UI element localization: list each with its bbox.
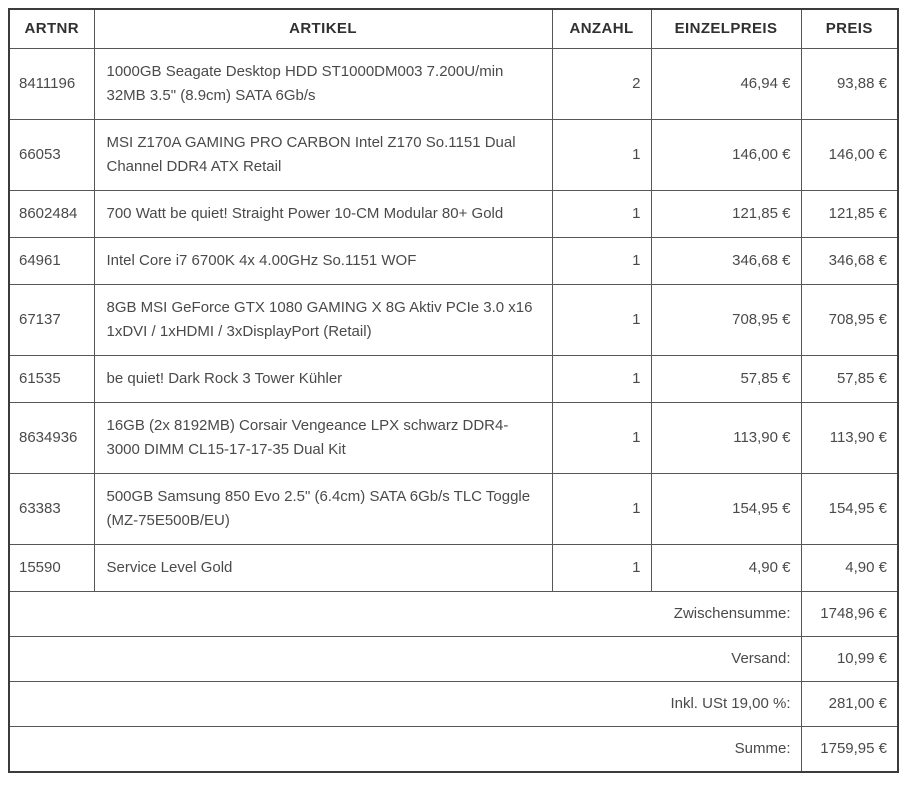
table-row: 8602484 700 Watt be quiet! Straight Powe…: [8, 190, 899, 238]
table-header-row: ARTNR ARTIKEL ANZAHL EINZELPREIS PREIS: [8, 8, 899, 49]
summary-value: 10,99 €: [800, 636, 899, 682]
table-row: 15590 Service Level Gold 1 4,90 € 4,90 €: [8, 544, 899, 592]
cell-artikel: 500GB Samsung 850 Evo 2.5" (6.4cm) SATA …: [93, 473, 553, 545]
cell-einzelpreis: 113,90 €: [650, 402, 802, 474]
cell-einzelpreis: 346,68 €: [650, 237, 802, 285]
cell-artikel: MSI Z170A GAMING PRO CARBON Intel Z170 S…: [93, 119, 553, 191]
table-row: 63383 500GB Samsung 850 Evo 2.5" (6.4cm)…: [8, 473, 899, 545]
cell-artnr: 64961: [8, 237, 95, 285]
table-row: 67137 8GB MSI GeForce GTX 1080 GAMING X …: [8, 284, 899, 356]
cell-artnr: 8411196: [8, 48, 95, 120]
summary-label: Summe:: [8, 726, 802, 773]
column-header-artikel: ARTIKEL: [93, 8, 553, 49]
cell-artnr: 66053: [8, 119, 95, 191]
column-header-anzahl: ANZAHL: [551, 8, 652, 49]
cell-einzelpreis: 154,95 €: [650, 473, 802, 545]
cell-anzahl: 1: [551, 190, 652, 238]
summary-row-tax: Inkl. USt 19,00 %: 281,00 €: [8, 681, 899, 727]
cell-einzelpreis: 57,85 €: [650, 355, 802, 403]
cell-anzahl: 1: [551, 544, 652, 592]
cell-einzelpreis: 121,85 €: [650, 190, 802, 238]
cell-anzahl: 1: [551, 284, 652, 356]
cell-preis: 346,68 €: [800, 237, 899, 285]
order-items-table: ARTNR ARTIKEL ANZAHL EINZELPREIS PREIS 8…: [8, 8, 899, 773]
order-summary-page: ARTNR ARTIKEL ANZAHL EINZELPREIS PREIS 8…: [8, 8, 899, 773]
cell-artikel: be quiet! Dark Rock 3 Tower Kühler: [93, 355, 553, 403]
cell-artikel: 16GB (2x 8192MB) Corsair Vengeance LPX s…: [93, 402, 553, 474]
cell-preis: 146,00 €: [800, 119, 899, 191]
column-header-preis: PREIS: [800, 8, 899, 49]
cell-einzelpreis: 146,00 €: [650, 119, 802, 191]
cell-anzahl: 2: [551, 48, 652, 120]
cell-artnr: 8634936: [8, 402, 95, 474]
cell-artnr: 61535: [8, 355, 95, 403]
cell-anzahl: 1: [551, 473, 652, 545]
cell-artikel: 8GB MSI GeForce GTX 1080 GAMING X 8G Akt…: [93, 284, 553, 356]
cell-preis: 57,85 €: [800, 355, 899, 403]
table-row: 64961 Intel Core i7 6700K 4x 4.00GHz So.…: [8, 237, 899, 285]
cell-preis: 708,95 €: [800, 284, 899, 356]
cell-artnr: 67137: [8, 284, 95, 356]
column-header-artnr: ARTNR: [8, 8, 95, 49]
summary-row-subtotal: Zwischensumme: 1748,96 €: [8, 591, 899, 637]
summary-label: Versand:: [8, 636, 802, 682]
cell-preis: 4,90 €: [800, 544, 899, 592]
cell-preis: 93,88 €: [800, 48, 899, 120]
table-row: 66053 MSI Z170A GAMING PRO CARBON Intel …: [8, 119, 899, 191]
cell-preis: 121,85 €: [800, 190, 899, 238]
cell-anzahl: 1: [551, 119, 652, 191]
table-row: 61535 be quiet! Dark Rock 3 Tower Kühler…: [8, 355, 899, 403]
cell-artikel: Intel Core i7 6700K 4x 4.00GHz So.1151 W…: [93, 237, 553, 285]
summary-row-shipping: Versand: 10,99 €: [8, 636, 899, 682]
summary-label: Inkl. USt 19,00 %:: [8, 681, 802, 727]
summary-label: Zwischensumme:: [8, 591, 802, 637]
cell-artikel: 700 Watt be quiet! Straight Power 10-CM …: [93, 190, 553, 238]
cell-artikel: Service Level Gold: [93, 544, 553, 592]
cell-artnr: 8602484: [8, 190, 95, 238]
summary-value: 281,00 €: [800, 681, 899, 727]
cell-preis: 113,90 €: [800, 402, 899, 474]
cell-einzelpreis: 46,94 €: [650, 48, 802, 120]
cell-artikel: 1000GB Seagate Desktop HDD ST1000DM003 7…: [93, 48, 553, 120]
column-header-einzelpreis: EINZELPREIS: [650, 8, 802, 49]
table-row: 8634936 16GB (2x 8192MB) Corsair Vengean…: [8, 402, 899, 474]
summary-row-total: Summe: 1759,95 €: [8, 726, 899, 773]
cell-einzelpreis: 4,90 €: [650, 544, 802, 592]
cell-anzahl: 1: [551, 355, 652, 403]
cell-anzahl: 1: [551, 237, 652, 285]
cell-artnr: 63383: [8, 473, 95, 545]
cell-preis: 154,95 €: [800, 473, 899, 545]
cell-artnr: 15590: [8, 544, 95, 592]
summary-value: 1748,96 €: [800, 591, 899, 637]
table-row: 8411196 1000GB Seagate Desktop HDD ST100…: [8, 48, 899, 120]
cell-anzahl: 1: [551, 402, 652, 474]
cell-einzelpreis: 708,95 €: [650, 284, 802, 356]
summary-value: 1759,95 €: [800, 726, 899, 773]
